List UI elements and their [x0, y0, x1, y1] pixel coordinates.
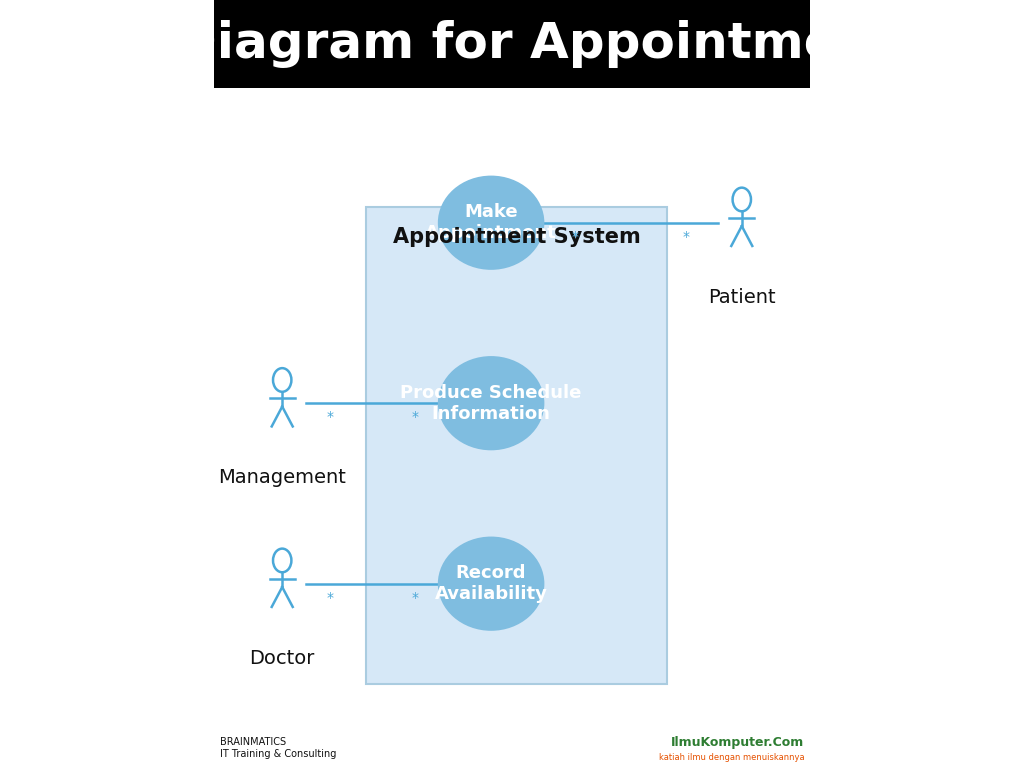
Text: *: *: [327, 591, 334, 604]
Text: *: *: [412, 410, 419, 424]
Text: *: *: [412, 591, 419, 604]
Text: Produce Schedule
Information: Produce Schedule Information: [400, 384, 582, 422]
Text: Record
Availability: Record Availability: [434, 564, 548, 603]
Text: IlmuKomputer.Com: IlmuKomputer.Com: [671, 736, 805, 749]
Ellipse shape: [439, 177, 544, 269]
Ellipse shape: [439, 357, 544, 449]
Text: BRAINMATICS
IT Training & Consulting: BRAINMATICS IT Training & Consulting: [219, 737, 336, 759]
FancyBboxPatch shape: [214, 0, 810, 88]
FancyBboxPatch shape: [366, 207, 668, 684]
Text: *: *: [683, 230, 690, 243]
Text: *: *: [571, 230, 579, 243]
Text: Doctor: Doctor: [250, 649, 315, 668]
Text: Make
Appointment: Make Appointment: [425, 204, 557, 242]
Text: katiah ilmu dengan menuiskannya: katiah ilmu dengan menuiskannya: [658, 753, 805, 762]
Text: Management: Management: [218, 468, 346, 488]
Text: *: *: [327, 410, 334, 424]
Ellipse shape: [439, 538, 544, 630]
Text: Use Case Diagram for Appointment System: Use Case Diagram for Appointment System: [0, 20, 1024, 68]
Text: Patient: Patient: [708, 288, 775, 307]
Text: Appointment System: Appointment System: [392, 227, 640, 247]
